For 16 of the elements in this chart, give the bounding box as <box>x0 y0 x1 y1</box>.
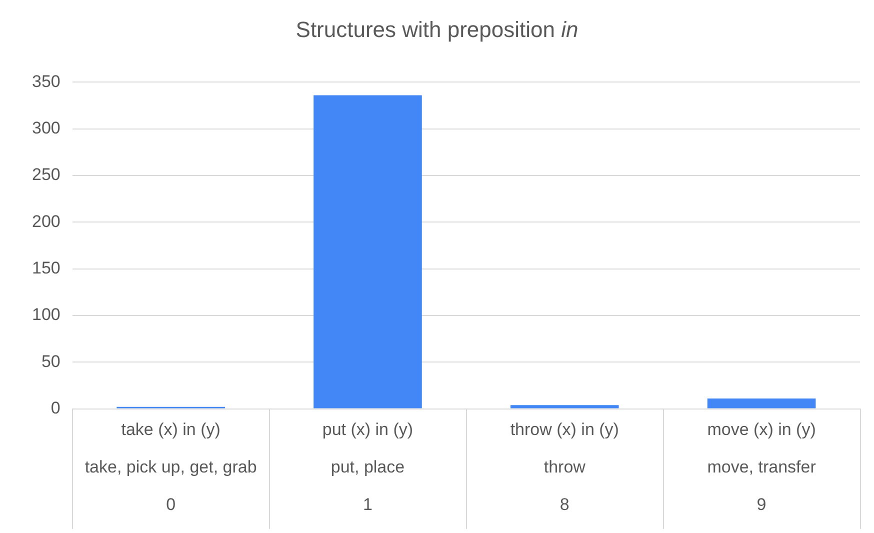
y-tick-label: 0 <box>50 398 60 418</box>
y-tick-label: 300 <box>32 118 60 138</box>
chart-title: Structures with preposition in <box>294 16 580 44</box>
x-tick-label: move (x) in (y) move, transfer 9 <box>707 420 816 514</box>
y-tick-label: 100 <box>32 305 60 324</box>
y-tick-label: 50 <box>41 352 60 371</box>
x-tick-label: take (x) in (y) take, pick up, get, grab 0 <box>84 420 257 514</box>
bar <box>314 95 422 408</box>
bar <box>510 405 619 408</box>
y-tick-label: 200 <box>32 212 60 231</box>
y-tick-label: 350 <box>32 72 60 91</box>
x-tick-label: throw (x) in (y) throw 8 <box>510 420 619 514</box>
y-tick-label: 150 <box>32 258 60 278</box>
y-tick-label: 250 <box>32 165 60 184</box>
bar <box>707 398 816 408</box>
x-tick-label: put (x) in (y) put, place 1 <box>322 420 414 514</box>
